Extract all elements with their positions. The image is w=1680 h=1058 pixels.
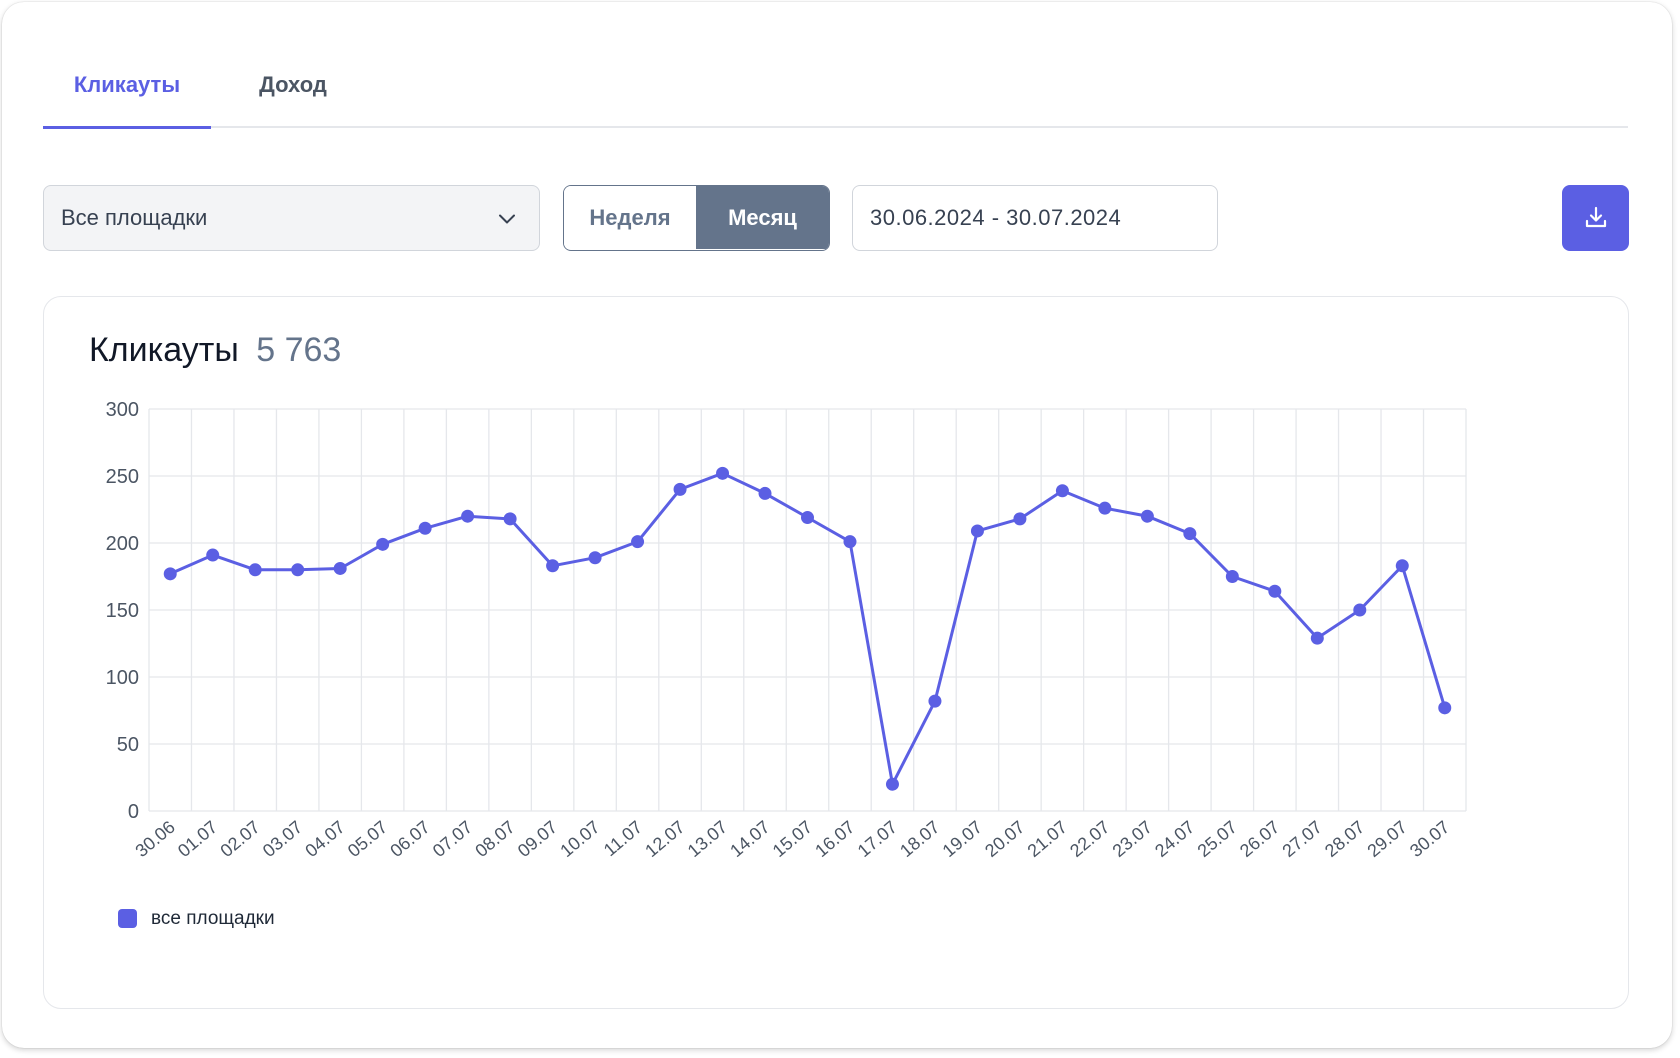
chart-title-label: Кликауты	[89, 331, 239, 369]
x-tick-label: 25.07	[1194, 817, 1241, 861]
y-tick-label: 0	[128, 801, 139, 823]
y-tick-label: 300	[106, 399, 139, 421]
tab-clickouts[interactable]: Кликауты	[43, 42, 211, 129]
x-tick-label: 22.07	[1066, 817, 1113, 861]
x-tick-label: 08.07	[471, 817, 518, 861]
data-point	[461, 509, 475, 523]
x-tick-label: 09.07	[514, 817, 561, 861]
data-point	[1140, 509, 1154, 523]
data-point	[928, 694, 942, 708]
data-point	[291, 563, 305, 577]
data-point	[885, 777, 899, 791]
x-tick-label: 03.07	[259, 817, 306, 861]
chart-title: Кликауты 5 763	[89, 331, 341, 370]
x-tick-label: 24.07	[1151, 817, 1198, 861]
x-tick-label: 10.07	[556, 817, 603, 861]
data-point	[1353, 603, 1367, 617]
data-point	[801, 511, 814, 525]
chart-total-value: 5 763	[256, 331, 342, 369]
legend-swatch	[118, 909, 137, 928]
data-point	[970, 524, 984, 538]
chart-panel: Кликауты 5 763 0 50 100 150 200 250 300 30.06 01…	[43, 296, 1629, 1009]
data-point	[503, 512, 517, 526]
x-tick-label: 23.07	[1109, 817, 1156, 861]
data-point	[1438, 701, 1452, 715]
data-point	[1013, 512, 1027, 526]
data-point	[1395, 559, 1409, 573]
x-tick-label: 02.07	[216, 817, 263, 861]
x-tick-label: 05.07	[344, 817, 391, 861]
x-tick-label: 20.07	[981, 817, 1028, 861]
x-tick-label: 17.07	[854, 817, 901, 861]
x-tick-label: 28.07	[1321, 817, 1368, 861]
data-point	[1310, 631, 1324, 645]
data-point	[1098, 501, 1112, 515]
download-icon	[1585, 206, 1607, 228]
data-point	[631, 535, 645, 549]
tab-bar: Кликауты Доход	[43, 42, 1628, 129]
data-point	[248, 563, 262, 577]
data-point	[758, 486, 772, 500]
x-tick-label: 27.07	[1279, 817, 1326, 861]
y-tick-label: 100	[106, 667, 139, 689]
x-tick-label: 07.07	[429, 817, 476, 861]
data-point	[673, 482, 687, 496]
data-point	[206, 548, 220, 562]
chevron-down-icon	[499, 214, 515, 224]
y-tick-label: 200	[106, 533, 139, 555]
x-tick-label: 01.07	[174, 817, 221, 861]
platform-select-value: Все площадки	[61, 205, 208, 230]
x-tick-label: 06.07	[386, 817, 433, 861]
data-point	[588, 551, 602, 565]
data-point	[333, 561, 347, 575]
data-point	[716, 466, 730, 480]
y-tick-label: 150	[106, 600, 139, 622]
data-point	[1268, 584, 1282, 598]
x-tick-label: 15.07	[769, 817, 816, 861]
x-tick-label: 30.06	[131, 817, 178, 861]
x-tick-label: 21.07	[1024, 817, 1071, 861]
x-tick-label: 29.07	[1363, 817, 1410, 861]
data-point	[1183, 527, 1197, 541]
x-tick-label: 26.07	[1236, 817, 1283, 861]
y-tick-label: 50	[117, 734, 139, 756]
period-month-button[interactable]: Месяц	[696, 186, 829, 249]
tab-income[interactable]: Доход	[259, 72, 327, 97]
x-tick-label: 12.07	[641, 817, 688, 861]
platform-select[interactable]: Все площадки	[43, 185, 540, 251]
download-button[interactable]	[1562, 185, 1629, 251]
x-tick-label: 16.07	[811, 817, 858, 861]
legend-label: все площадки	[151, 908, 275, 929]
x-tick-label: 13.07	[684, 817, 731, 861]
data-point	[843, 535, 857, 549]
x-tick-label: 04.07	[301, 817, 348, 861]
period-toggle: Неделя Месяц	[563, 185, 830, 251]
x-tick-label: 19.07	[939, 817, 986, 861]
date-range-input[interactable]: 30.06.2024 - 30.07.2024	[852, 185, 1218, 251]
data-point	[376, 537, 390, 551]
data-point	[1225, 570, 1239, 583]
line-chart: 0 50 100 150 200 250 300 30.0601.0702.0703.0704…	[106, 399, 1467, 861]
x-tick-label: 18.07	[896, 817, 943, 861]
data-point	[418, 521, 432, 535]
x-tick-label: 11.07	[600, 817, 646, 860]
period-week-button[interactable]: Неделя	[564, 186, 696, 249]
data-point	[546, 559, 560, 573]
y-tick-label: 250	[106, 466, 139, 488]
x-tick-label: 30.07	[1406, 817, 1453, 861]
data-point	[163, 567, 177, 581]
x-tick-label: 14.07	[726, 817, 773, 861]
data-point	[1055, 484, 1069, 498]
